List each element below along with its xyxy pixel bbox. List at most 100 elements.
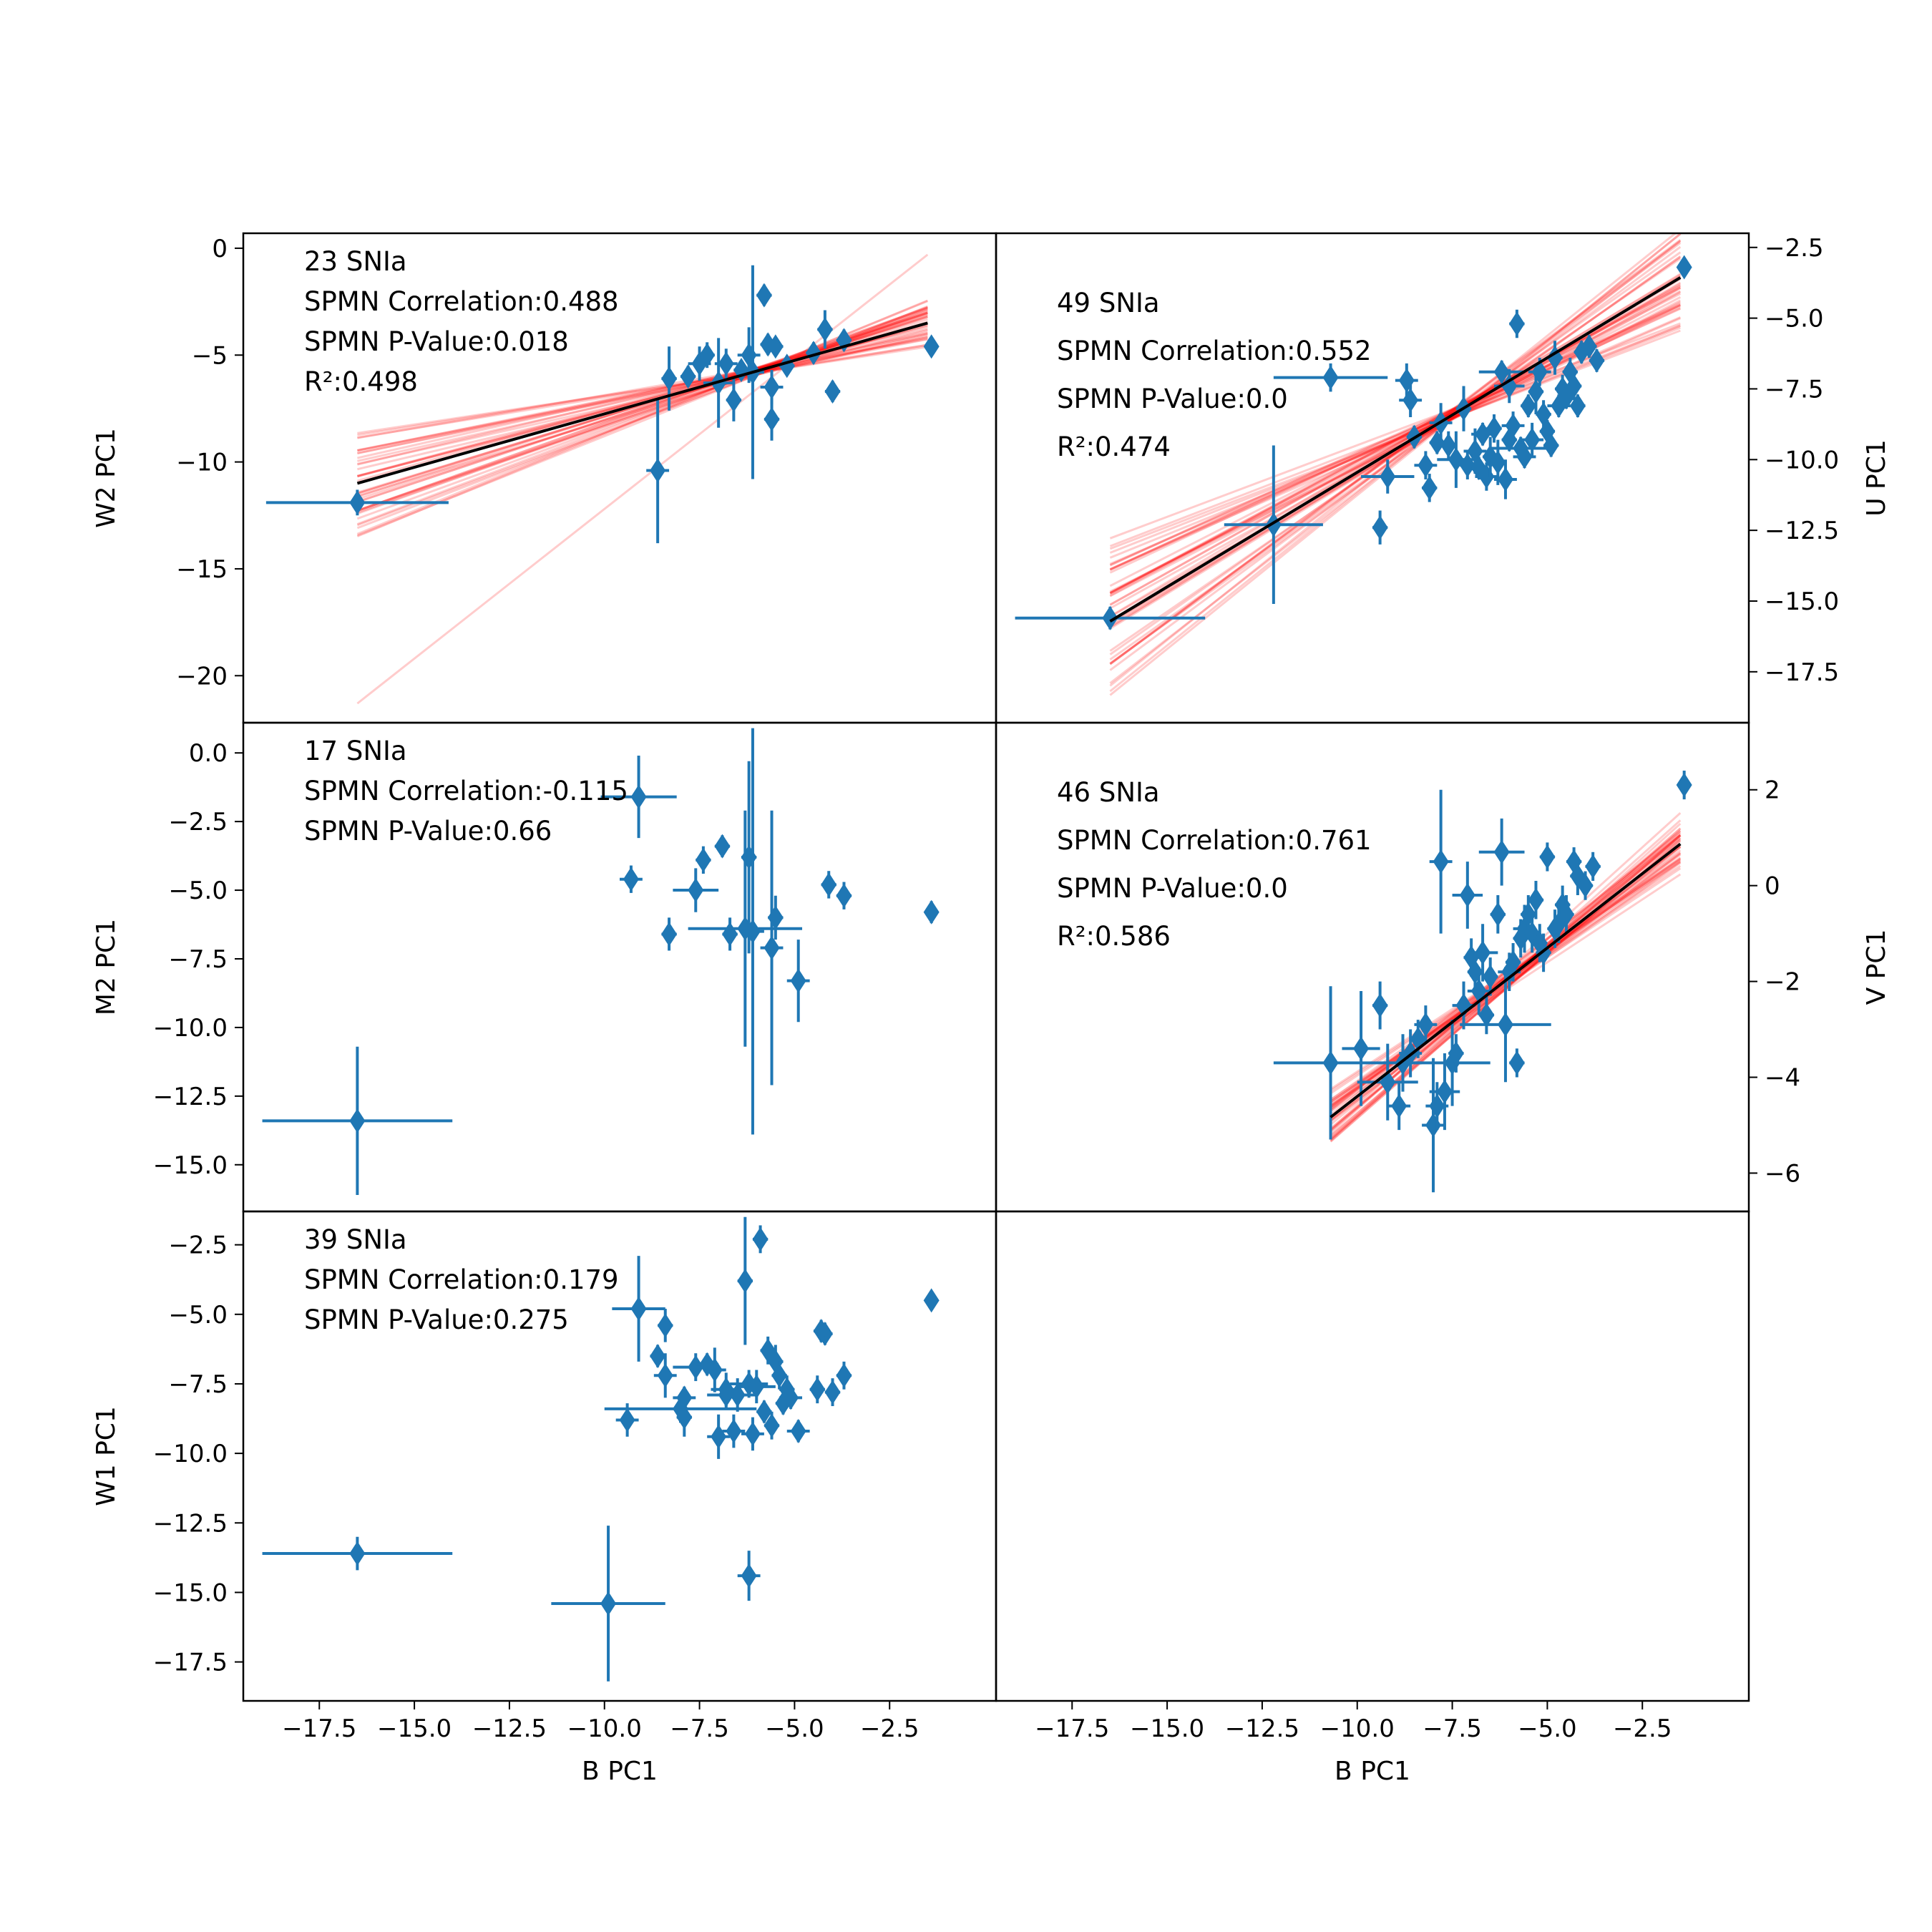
mc-fit-line [356, 305, 928, 537]
y-tick-label: −5.0 [168, 877, 228, 905]
data-point [1482, 964, 1498, 989]
plot-area-w1 [262, 1216, 940, 1682]
mc-fit-line [357, 343, 928, 436]
data-point [816, 317, 833, 342]
data-point [1569, 394, 1586, 419]
y-tick-label: −15.0 [153, 1151, 228, 1180]
y-axis-label: W2 PC1 [92, 428, 121, 528]
plot-area-w2 [265, 253, 940, 705]
data-point [1380, 464, 1396, 489]
data-point [1493, 839, 1510, 864]
data-point [726, 1419, 742, 1444]
mc-fit-line [356, 306, 928, 512]
mc-fit-line [356, 306, 928, 512]
mc-fit-line [1109, 317, 1681, 570]
x-axis-label: B PC1 [582, 1757, 658, 1786]
data-point [767, 905, 784, 930]
x-tick-label: −5.0 [1518, 1714, 1577, 1743]
mc-fit-line [1109, 286, 1682, 594]
data-point [1505, 950, 1521, 975]
mc-fit-line [356, 315, 928, 501]
data-point [1486, 416, 1503, 441]
mc-fit-line [356, 318, 928, 482]
y-tick-label: −5 [192, 341, 228, 370]
data-point [763, 375, 780, 400]
data-point [349, 1108, 366, 1133]
data-point [623, 867, 639, 892]
data-point [1566, 374, 1582, 399]
mc-fit-line [1109, 278, 1682, 630]
data-point [695, 847, 711, 872]
data-point [706, 1357, 723, 1382]
x-tick-label: −17.5 [282, 1714, 356, 1743]
annotation-text: SPMN Correlation:0.552 [1057, 336, 1372, 366]
data-point [752, 1226, 769, 1252]
y-tick-label: −12.5 [153, 1083, 228, 1111]
mc-fit-line [356, 311, 928, 503]
y-tick-label: 0 [212, 235, 228, 263]
data-point [1585, 854, 1601, 879]
data-point [657, 1313, 673, 1338]
mc-fit-line [1109, 255, 1682, 665]
data-point [714, 834, 731, 859]
data-point [1551, 912, 1567, 937]
data-point [767, 334, 784, 359]
best-fit-line [1109, 276, 1682, 623]
data-point [824, 379, 841, 404]
mc-fit-line [356, 316, 928, 495]
mc-fit-line [1109, 233, 1682, 693]
y-tick-label: −2 [1765, 968, 1800, 997]
data-point [657, 1363, 673, 1388]
data-point [1520, 394, 1536, 419]
x-tick-label: −17.5 [1035, 1714, 1109, 1743]
mc-fit-line [357, 343, 928, 439]
data-point [1577, 873, 1594, 898]
mc-fit-line [1109, 240, 1682, 684]
y-tick-label: −12.5 [153, 1509, 228, 1538]
data-point [779, 353, 795, 379]
data-point [676, 1385, 693, 1410]
y-tick-label: −4 [1765, 1064, 1800, 1093]
annotation-text: SPMN P-Value:0.66 [304, 816, 552, 847]
mc-fit-line [357, 331, 928, 455]
mc-fit-line [356, 307, 928, 515]
data-point [1448, 1041, 1464, 1066]
data-point [1440, 433, 1457, 458]
annotation-text: 39 SNIa [304, 1224, 407, 1255]
data-point [1322, 365, 1339, 390]
mc-fit-line [356, 306, 928, 525]
x-tick-label: −5.0 [765, 1714, 824, 1743]
panel-empty: −17.5 −15.0 −12.5 −10.0 −7.5 −5.0 −2.5 B PC1 [995, 1210, 1750, 1786]
mc-fit-line [356, 312, 928, 514]
mc-fit-line [356, 308, 928, 530]
mc-fit-line [1109, 285, 1682, 606]
y-tick-label: −7.5 [168, 1370, 228, 1399]
data-point [726, 387, 742, 412]
mc-fit-line [1109, 240, 1682, 665]
data-point [1475, 940, 1491, 965]
data-point [756, 283, 772, 308]
y-tick-label: −6 [1765, 1159, 1800, 1188]
annotation-text: SPMN Correlation:-0.115 [304, 776, 628, 806]
data-point [661, 922, 678, 947]
y-tick-label: −5.0 [1765, 305, 1824, 333]
axes-frame [995, 1210, 1750, 1702]
data-point [1421, 475, 1438, 500]
x-tick-label: −7.5 [1423, 1714, 1482, 1743]
mc-fit-line [1109, 326, 1681, 554]
data-point [1353, 1036, 1370, 1061]
annotation-text: SPMN P-Value:0.0 [1057, 873, 1288, 904]
y-tick-label: −2.5 [168, 808, 228, 836]
data-point [1531, 359, 1548, 384]
data-point [1528, 887, 1544, 912]
data-point [1391, 1093, 1407, 1118]
data-point [1418, 1012, 1434, 1037]
x-tick-label: −2.5 [1613, 1714, 1672, 1743]
data-point [1516, 444, 1533, 469]
data-point [1581, 334, 1597, 359]
plot-area-v [1273, 770, 1692, 1193]
data-point [1402, 388, 1419, 413]
annotation-text: 46 SNIa [1057, 777, 1160, 808]
mc-fit-line [1109, 258, 1682, 652]
